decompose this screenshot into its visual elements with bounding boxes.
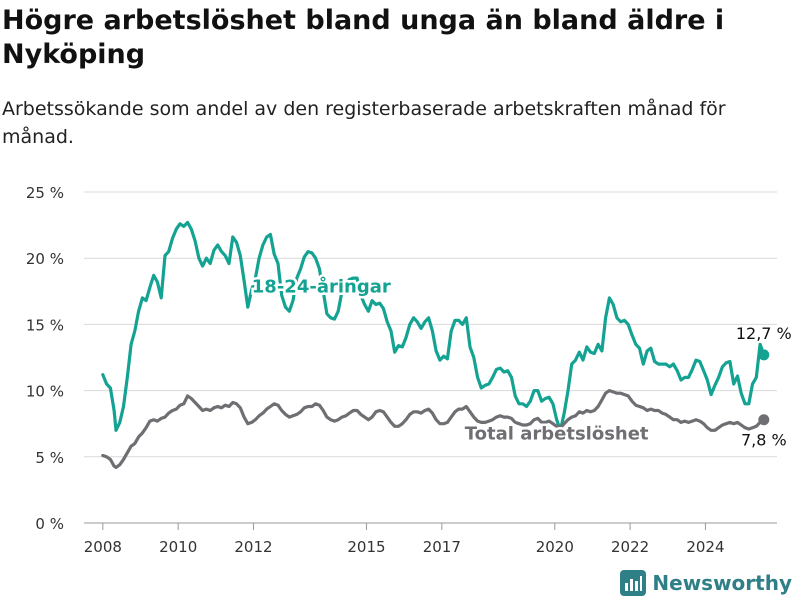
grid-lines <box>84 191 777 524</box>
end-value-label: 12,7 % <box>736 324 792 343</box>
chart-subtitle: Arbetssökande som andel av den registerb… <box>2 98 726 148</box>
chart-title: Högre arbetslöshet bland unga än bland ä… <box>2 5 725 70</box>
y-tick-label: 15 % <box>26 316 64 334</box>
series-end-point-1 <box>758 414 770 426</box>
series-lines <box>101 220 770 469</box>
series-end-point-0 <box>758 349 770 361</box>
x-tick-label: 2022 <box>611 538 649 556</box>
y-tick-label: 25 % <box>26 184 64 202</box>
x-tick-label: 2008 <box>84 538 122 556</box>
series-line-0 <box>101 220 766 432</box>
y-tick-label: 20 % <box>26 250 64 268</box>
bar-chart-logo-icon <box>620 570 647 596</box>
x-tick-label: 2017 <box>423 538 461 556</box>
brand-name: Newsworthy <box>652 571 792 595</box>
x-axis-ticks: 2008 2010 2012 2015 2017 2020 2022 2024 <box>84 522 777 556</box>
end-value-label: 7,8 % <box>741 431 787 450</box>
y-tick-label: 10 % <box>26 383 64 401</box>
y-axis-ticks: 0 % 5 % 10 % 15 % 20 % 25 % <box>26 184 64 533</box>
series-labels: 18-24-åringar Total arbetslöshet 12,7 % 7,8… <box>249 273 792 450</box>
series-line-1 <box>101 389 766 469</box>
line-chart: 0 %5 %10 %15 %20 %25 % 2008 2010 2012 2015 2… <box>26 184 792 556</box>
x-tick-label: 2012 <box>234 538 272 556</box>
y-tick-label: 0 % <box>35 515 64 533</box>
y-tick-label: 5 % <box>35 449 64 467</box>
series-name-label: 18-24-åringar <box>252 276 391 298</box>
series-name-label: Total arbetslöshet <box>465 424 649 445</box>
x-tick-label: 2024 <box>686 538 724 556</box>
brand-logo: Newsworthy <box>620 569 792 597</box>
x-tick-label: 2010 <box>159 538 197 556</box>
x-tick-label: 2015 <box>347 538 385 556</box>
x-tick-label: 2020 <box>536 538 574 556</box>
